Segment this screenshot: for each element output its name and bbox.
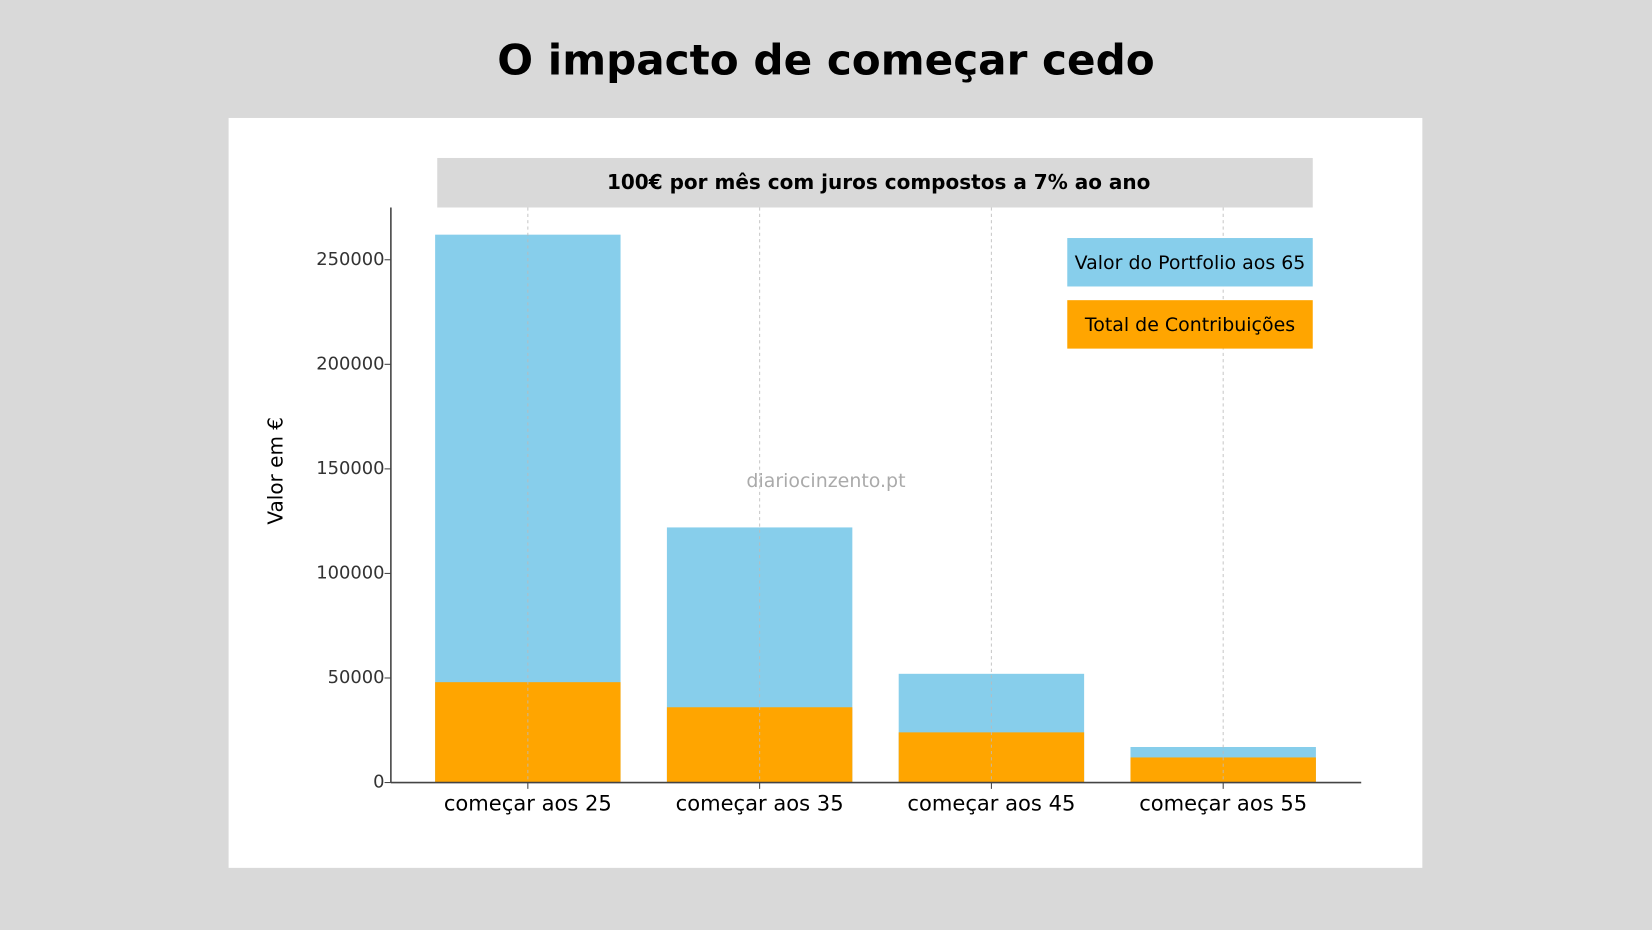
chart-title: O impacto de começar cedo [497, 36, 1154, 85]
legend-swatch [1067, 300, 1313, 349]
y-tick-label: 250000 [316, 249, 384, 270]
x-tick-label: começar aos 35 [676, 791, 844, 816]
chart-subtitle: 100€ por mês com juros compostos a 7% ao… [607, 170, 1150, 194]
y-tick-label: 0 [373, 772, 384, 793]
legend-swatch [1067, 238, 1313, 287]
x-tick-label: começar aos 45 [907, 791, 1075, 816]
y-tick-label: 150000 [316, 458, 384, 479]
y-tick-label: 100000 [316, 562, 384, 583]
y-tick-label: 200000 [316, 353, 384, 374]
watermark: diariocinzento.pt [746, 470, 905, 492]
x-tick-label: começar aos 55 [1139, 791, 1307, 816]
x-tick-label: começar aos 25 [444, 791, 612, 816]
y-axis-label: Valor em € [264, 417, 288, 525]
legend-label: Total de Contribuições [1084, 314, 1295, 336]
subtitle-box [437, 157, 1313, 208]
y-tick-label: 50000 [328, 667, 385, 688]
legend-label: Valor do Portfolio aos 65 [1075, 252, 1306, 274]
